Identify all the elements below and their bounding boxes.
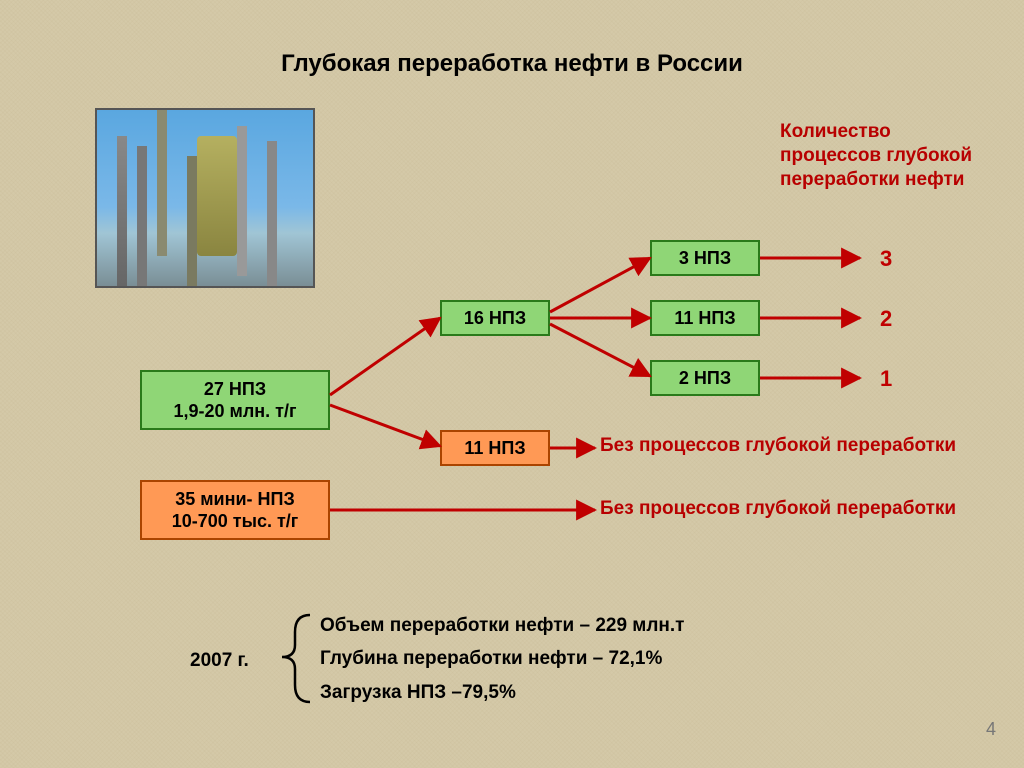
box-27-npz: 27 НПЗ1,9-20 млн. т/г (140, 370, 330, 430)
stats-year: 2007 г. (190, 650, 249, 672)
box-2-npz: 2 НПЗ (650, 360, 760, 396)
box-11r-npz: 11 НПЗ (650, 300, 760, 336)
caption-no-deep-1: Без процессов глубокой переработки (600, 435, 956, 457)
legend-title: Количество процессов глубокой переработк… (780, 120, 990, 191)
box-3-npz: 3 НПЗ (650, 240, 760, 276)
count-3: 3 (880, 246, 892, 272)
page-number: 4 (986, 719, 996, 740)
refinery-photo (95, 108, 315, 288)
slide-title: Глубокая переработка нефти в России (0, 50, 1024, 78)
stat-depth: Глубина переработки нефти – 72,1% (320, 648, 662, 670)
count-1: 1 (880, 366, 892, 392)
box-16-npz: 16 НПЗ (440, 300, 550, 336)
stat-volume: Объем переработки нефти – 229 млн.т (320, 615, 685, 637)
box-11-npz: 11 НПЗ (440, 430, 550, 466)
caption-no-deep-2: Без процессов глубокой переработки (600, 498, 956, 520)
box-35-mini: 35 мини- НПЗ10-700 тыс. т/г (140, 480, 330, 540)
count-2: 2 (880, 306, 892, 332)
stat-load: Загрузка НПЗ –79,5% (320, 682, 516, 704)
